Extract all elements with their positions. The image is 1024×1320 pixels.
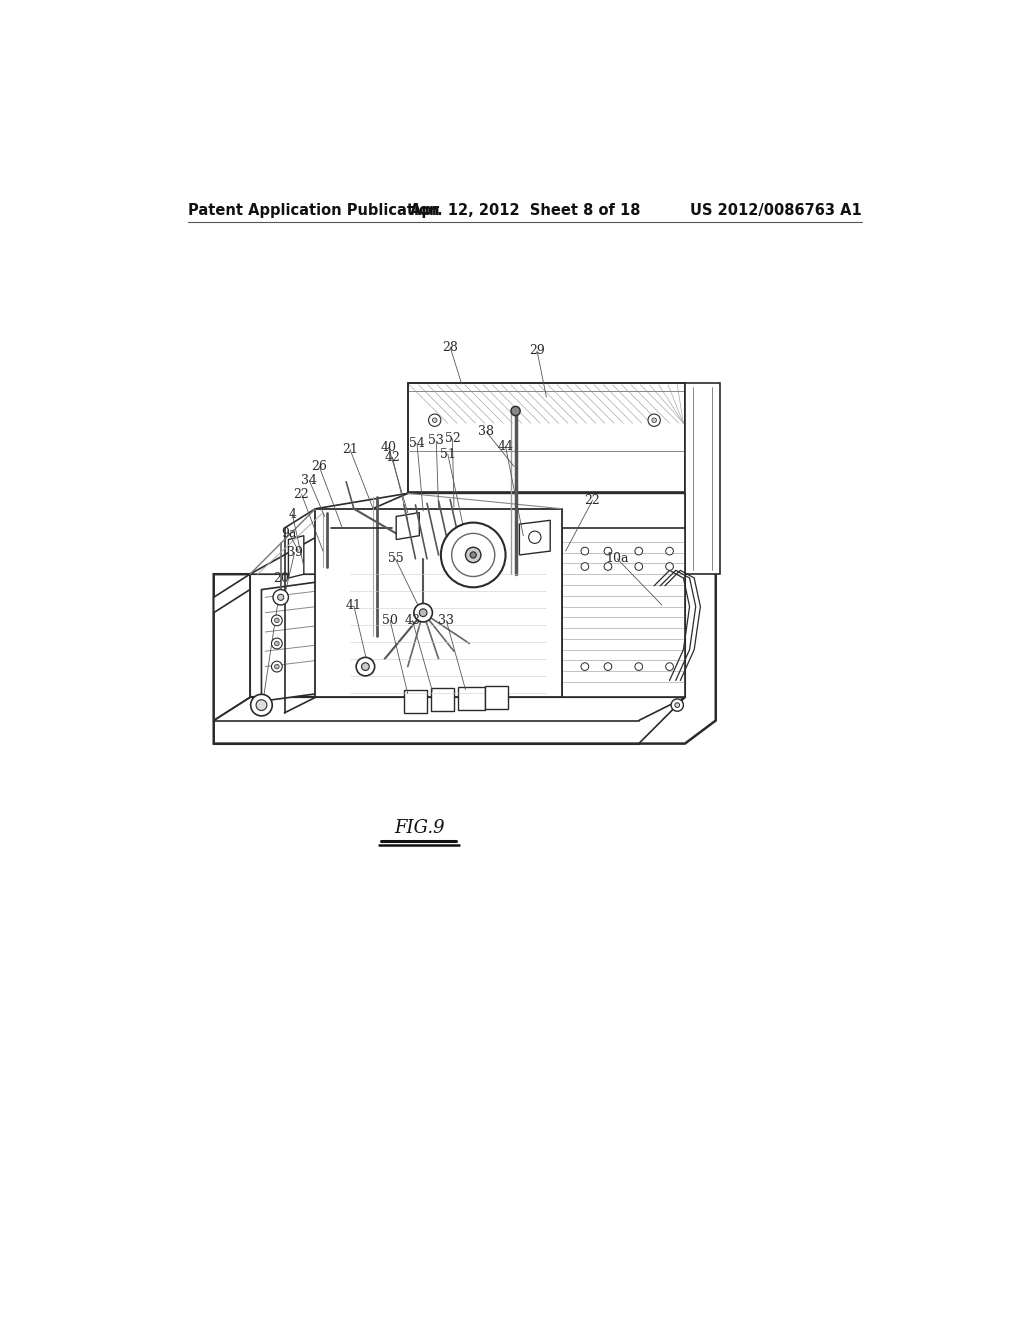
Circle shape <box>581 548 589 554</box>
Circle shape <box>511 407 520 416</box>
Circle shape <box>429 414 441 426</box>
Text: 22: 22 <box>294 487 309 500</box>
Circle shape <box>274 664 280 669</box>
Text: 53: 53 <box>428 434 444 447</box>
Circle shape <box>648 414 660 426</box>
Text: FIG.9: FIG.9 <box>394 820 444 837</box>
Circle shape <box>271 638 283 649</box>
Text: 20: 20 <box>273 573 290 585</box>
Circle shape <box>528 531 541 544</box>
Circle shape <box>604 548 611 554</box>
Circle shape <box>271 661 283 672</box>
Text: 52: 52 <box>444 432 461 445</box>
Text: 4: 4 <box>289 508 296 520</box>
Circle shape <box>452 533 495 577</box>
Circle shape <box>251 694 272 715</box>
Circle shape <box>666 663 674 671</box>
Text: 34: 34 <box>301 474 317 487</box>
Text: 39: 39 <box>287 546 302 560</box>
Text: 38: 38 <box>478 425 495 438</box>
Polygon shape <box>250 574 685 697</box>
Text: 21: 21 <box>342 444 358 455</box>
Text: 29: 29 <box>529 345 545 358</box>
Text: 28: 28 <box>442 341 458 354</box>
Polygon shape <box>214 574 250 721</box>
Circle shape <box>441 523 506 587</box>
Polygon shape <box>408 383 685 494</box>
Circle shape <box>256 700 267 710</box>
Circle shape <box>414 603 432 622</box>
Polygon shape <box>289 536 304 578</box>
Polygon shape <box>315 508 562 697</box>
Circle shape <box>666 548 674 554</box>
Circle shape <box>274 642 280 645</box>
Text: 9a: 9a <box>282 527 297 540</box>
Polygon shape <box>562 528 685 697</box>
Polygon shape <box>431 688 454 711</box>
Circle shape <box>271 615 283 626</box>
Text: 43: 43 <box>404 614 421 627</box>
Circle shape <box>675 702 680 708</box>
Circle shape <box>581 663 589 671</box>
Circle shape <box>274 618 280 623</box>
Circle shape <box>635 663 643 671</box>
Text: Patent Application Publication: Patent Application Publication <box>188 203 440 218</box>
Text: 44: 44 <box>498 440 514 453</box>
Circle shape <box>671 700 683 711</box>
Polygon shape <box>519 520 550 554</box>
Text: 54: 54 <box>409 437 425 450</box>
Text: US 2012/0086763 A1: US 2012/0086763 A1 <box>690 203 862 218</box>
Circle shape <box>273 590 289 605</box>
Circle shape <box>666 562 674 570</box>
Text: 42: 42 <box>384 450 400 463</box>
Circle shape <box>635 562 643 570</box>
Circle shape <box>635 548 643 554</box>
Text: 26: 26 <box>311 459 327 473</box>
Text: 22: 22 <box>585 494 600 507</box>
Polygon shape <box>403 689 427 713</box>
Circle shape <box>419 609 427 616</box>
Text: 41: 41 <box>346 599 361 612</box>
Text: Apr. 12, 2012  Sheet 8 of 18: Apr. 12, 2012 Sheet 8 of 18 <box>410 203 640 218</box>
Circle shape <box>604 663 611 671</box>
Polygon shape <box>484 686 508 709</box>
Text: 55: 55 <box>387 552 403 565</box>
Polygon shape <box>685 383 720 574</box>
Text: 50: 50 <box>382 614 398 627</box>
Circle shape <box>432 418 437 422</box>
Polygon shape <box>396 512 419 540</box>
Polygon shape <box>458 686 484 710</box>
Circle shape <box>356 657 375 676</box>
Circle shape <box>652 418 656 422</box>
Text: 33: 33 <box>438 614 455 627</box>
Circle shape <box>466 548 481 562</box>
Polygon shape <box>250 494 685 574</box>
Text: 51: 51 <box>440 447 456 461</box>
Circle shape <box>278 594 284 601</box>
Polygon shape <box>261 578 346 701</box>
Text: 40: 40 <box>381 441 396 454</box>
Text: 10a: 10a <box>605 552 629 565</box>
Circle shape <box>604 562 611 570</box>
Circle shape <box>581 562 589 570</box>
Circle shape <box>470 552 476 558</box>
Circle shape <box>361 663 370 671</box>
